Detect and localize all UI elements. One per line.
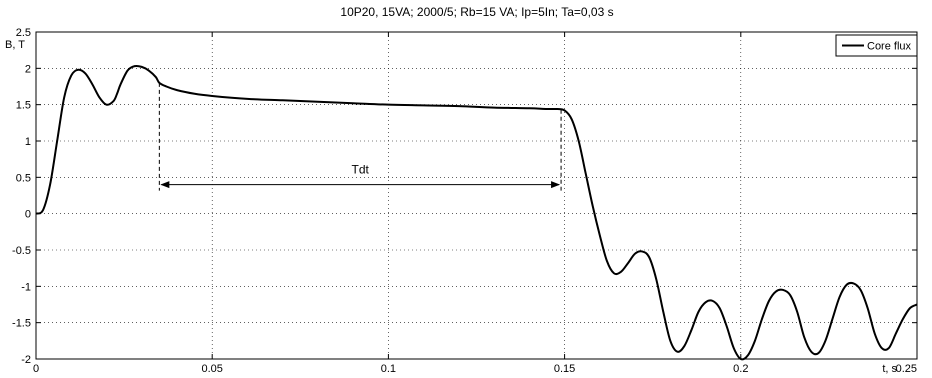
y-tick-label: 0.5 (16, 172, 31, 184)
y-tick-label: 2 (25, 63, 31, 75)
y-tick-label: -1.5 (12, 318, 31, 330)
x-axis-label: t, s (882, 363, 897, 375)
y-tick-label: -2 (21, 354, 31, 366)
legend-label-core-flux: Core flux (867, 41, 912, 53)
series-line-core-flux (35, 64, 918, 361)
x-tick-label: 0 (33, 363, 39, 375)
annotation-layer: Tdt (158, 82, 562, 191)
plot-frame (35, 31, 918, 360)
y-tick-label: -1 (21, 281, 31, 293)
ticks-layer: 0 0.05 0.1 0.15 0.2 0.25 -2 -1.5 -1 -0.5 0 0.5 1 1.5 2… (12, 27, 918, 375)
y-tick-label: 1 (25, 136, 31, 148)
series-layer (35, 64, 918, 361)
chart-title: 10P20, 15VA; 2000/5; Rb=15 VA; Ip=5In; T… (340, 5, 613, 19)
y-tick-label: -0.5 (12, 245, 31, 257)
y-tick-label: 2.5 (16, 27, 31, 39)
y-tick-label: 1.5 (16, 100, 31, 112)
legend-box (835, 34, 918, 57)
x-tick-label: 0.2 (733, 363, 748, 375)
x-tick-label: 0.15 (554, 363, 575, 375)
x-tick-label: 0.05 (201, 363, 222, 375)
tdt-arrowhead-left (160, 181, 170, 189)
y-axis-label: B, T (5, 39, 25, 51)
tdt-label: Tdt (352, 163, 370, 177)
tdt-arrowhead-right (551, 181, 561, 189)
y-tick-label: 0 (25, 209, 31, 221)
x-tick-label: 0.1 (381, 363, 396, 375)
grid-layer (36, 32, 917, 359)
legend: Core flux (835, 34, 918, 57)
x-tick-label: 0.25 (896, 363, 917, 375)
